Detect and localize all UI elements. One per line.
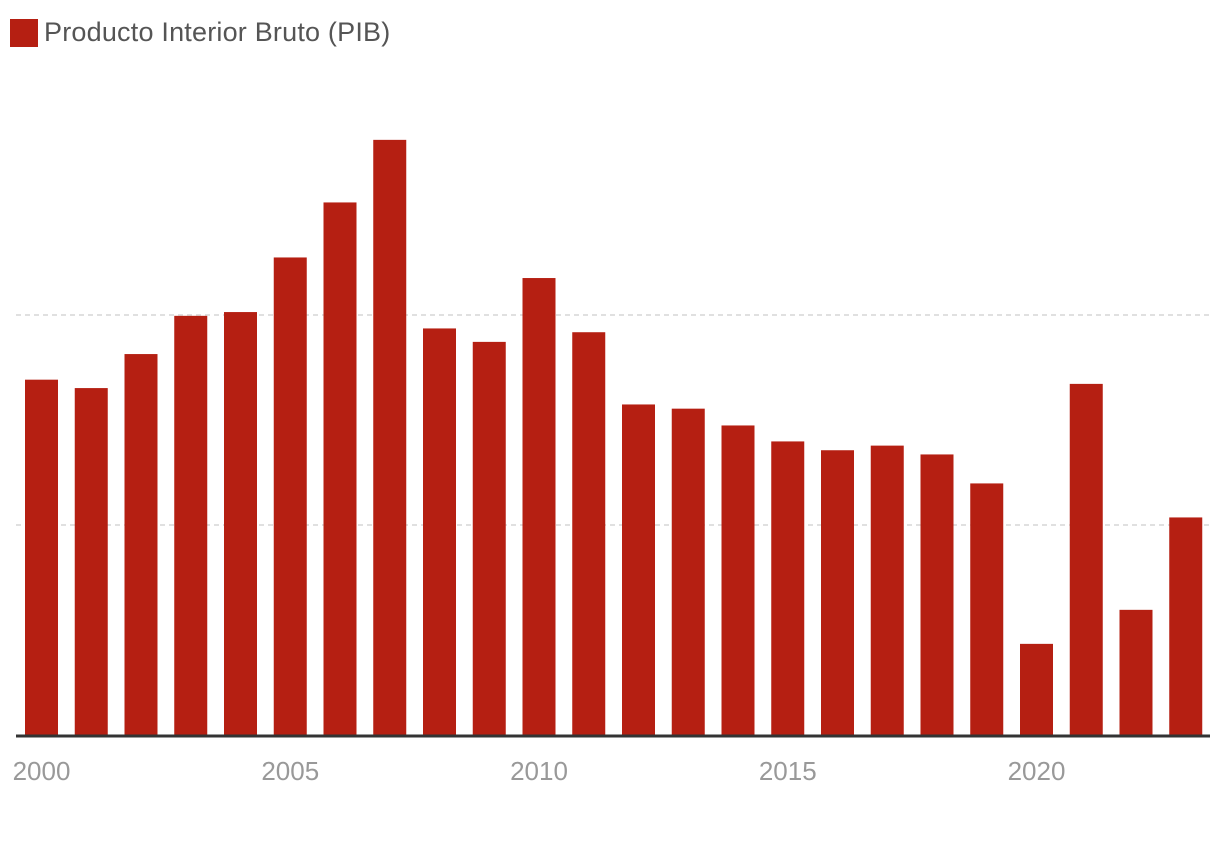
bar-2021 [1070,384,1103,735]
bar-2003 [174,316,207,735]
bar-2019 [970,483,1003,735]
x-tick-label-2000: 2000 [13,756,71,786]
bar-2005 [274,257,307,735]
x-axis-ticks: 2000 2005 2010 2015 2020 [13,756,1066,786]
bar-2006 [324,202,357,735]
x-tick-label-2010: 2010 [510,756,568,786]
bar-2008 [423,328,456,735]
bar-2002 [125,354,158,735]
bar-2004 [224,312,257,735]
bar-2007 [373,140,406,735]
bar-2018 [921,454,954,735]
bar-2014 [722,425,755,735]
bars [25,140,1202,735]
bar-2010 [523,278,556,735]
bar-2001 [75,388,108,735]
bar-2015 [771,441,804,735]
bar-2009 [473,342,506,735]
bar-2017 [871,446,904,735]
x-tick-label-2005: 2005 [261,756,319,786]
bar-2000 [25,380,58,735]
bar-2013 [672,409,705,735]
bar-chart: 2000 2005 2010 2015 2020 [0,0,1220,852]
bar-2016 [821,450,854,735]
x-tick-label-2020: 2020 [1008,756,1066,786]
x-tick-label-2015: 2015 [759,756,817,786]
bar-2011 [572,332,605,735]
bar-2012 [622,404,655,735]
bar-2023 [1169,517,1202,735]
bar-2020 [1020,644,1053,735]
bar-2022 [1120,610,1153,735]
